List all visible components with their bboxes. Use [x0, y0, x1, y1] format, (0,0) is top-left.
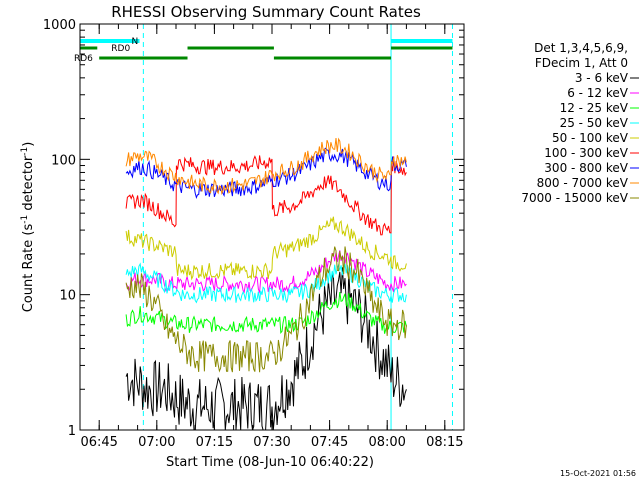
series-line-9 [125, 246, 407, 373]
night-label: N [132, 37, 139, 47]
series-line-4 [125, 262, 407, 304]
y-tick-label: 1 [68, 424, 76, 439]
series-line-8 [125, 137, 407, 196]
legend-header-line-1: Det 1,3,4,5,6,9, [534, 41, 628, 55]
rd0-label: RD0 [111, 44, 130, 54]
series-layer [125, 137, 407, 431]
legend-entry-label: 3 - 6 keV [575, 71, 629, 85]
y-axis-label-sup2: -1 [20, 147, 30, 156]
x-tick-label: 07:00 [138, 435, 175, 450]
y-tick-label: 1000 [43, 18, 76, 33]
footer-timestamp: 15-Oct-2021 01:56 [560, 469, 636, 478]
x-axis-label: Start Time (08-Jun-10 06:40:22) [166, 455, 374, 470]
series-line-6 [125, 155, 407, 236]
y-tick-label: 100 [51, 153, 76, 168]
y-axis-label-sup1: -1 [20, 215, 30, 224]
x-tick-label: 08:15 [426, 435, 463, 450]
legend-entry-label: 25 - 50 keV [560, 116, 629, 130]
legend-entry-label: 6 - 12 keV [567, 86, 629, 100]
x-tick-label: 07:30 [253, 435, 290, 450]
x-tick-label: 07:15 [196, 435, 233, 450]
legend-entry-label: 300 - 800 keV [544, 161, 628, 175]
y-axis-label-end: ) [21, 142, 36, 147]
series-line-5 [125, 216, 407, 281]
series-line-3 [125, 291, 407, 334]
legend-entry-label: 12 - 25 keV [560, 101, 629, 115]
legend-header-line-2: FDecim 1, Att 0 [535, 56, 628, 70]
y-axis-label: Count Rate (s-1 detector-1) [20, 142, 36, 313]
chart-title: RHESSI Observing Summary Count Rates [111, 3, 421, 21]
rd6-label: RD6 [74, 54, 93, 64]
legend-entry-label: 7000 - 15000 keV [521, 191, 628, 205]
x-tick-label: 07:45 [311, 435, 348, 450]
y-tick-label: 10 [59, 289, 76, 304]
legend-entry-label: 800 - 7000 keV [537, 176, 629, 190]
y-axis-label-mid: detector [21, 155, 36, 215]
axis-layer: 06:45 07:00 07:15 07:30 07:45 08:00 08:15 1 10 10… [43, 18, 465, 450]
legend-entry-label: 100 - 300 keV [544, 146, 628, 160]
x-tick-label: 08:00 [368, 435, 405, 450]
x-tick-label: 06:45 [80, 435, 117, 450]
legend-entry-label: 50 - 100 keV [552, 131, 629, 145]
y-axis-label-main: Count Rate (s [21, 224, 36, 313]
legend: Det 1,3,4,5,6,9, FDecim 1, Att 0 3 - 6 k… [521, 41, 639, 205]
